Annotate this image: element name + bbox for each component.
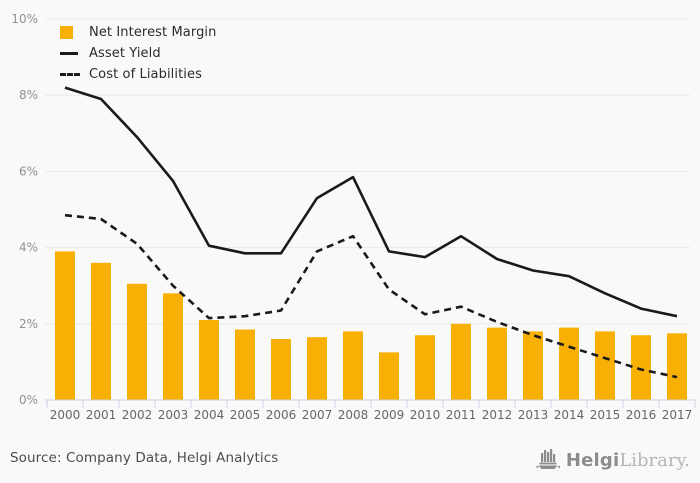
bar-2014 [559,327,579,400]
legend-label-net-interest-margin: Net Interest Margin [89,25,217,40]
y-axis-tick-label: 4% [19,241,38,255]
legend-label-asset-yield: Asset Yield [89,46,161,61]
asset-yield-line-icon [60,52,78,55]
bar-2006 [271,339,291,400]
bar-2015 [595,331,615,400]
bar-2000 [55,251,75,400]
bar-2010 [415,335,435,400]
x-axis-year-label: 2000 [50,408,81,422]
x-axis-year-label: 2017 [662,408,693,422]
bar-2013 [523,331,543,400]
bar-2001 [91,262,111,400]
x-axis-year-label: 2014 [554,408,585,422]
logo-text-helgi: Helgi [565,450,620,471]
helgi-library-logo: HelgiLibrary. [536,448,690,470]
x-axis-year-label: 2008 [338,408,369,422]
bar-2012 [487,327,507,400]
bar-2005 [235,329,255,400]
bar-2017 [667,333,687,400]
bar-2016 [631,335,651,400]
x-axis-year-label: 2009 [374,408,405,422]
bar-2007 [307,337,327,400]
x-axis-year-label: 2005 [230,408,261,422]
bar-2011 [451,323,471,400]
legend-marker-box [60,26,80,39]
x-axis-year-label: 2006 [266,408,297,422]
helgi-logo-boat-chart-icon [536,449,560,469]
x-axis-year-label: 2004 [194,408,225,422]
x-axis-year-label: 2012 [482,408,513,422]
x-axis-year-label: 2001 [86,408,117,422]
bar-2004 [199,319,219,400]
x-axis-year-label: 2002 [122,408,153,422]
y-axis-tick-label: 2% [19,317,38,331]
bar-2003 [163,293,183,400]
x-axis-year-label: 2013 [518,408,549,422]
legend-item-asset-yield: Asset Yield [60,45,216,62]
x-axis-year-label: 2016 [626,408,657,422]
legend-item-net-interest-margin: Net Interest Margin [60,24,216,41]
chart-legend: Net Interest Margin Asset Yield Cost of … [60,24,216,83]
legend-label-cost-of-liabilities: Cost of Liabilities [89,67,202,82]
cost-of-liabilities-dashed-line-icon [60,73,80,76]
logo-text-library: Library. [619,450,690,471]
cost-of-liabilities-line [64,213,678,379]
y-axis-tick-label: 10% [11,12,38,26]
logo-wordmark: HelgiLibrary. [566,452,690,470]
legend-marker-box [60,73,80,76]
chart-svg: 0% 2% 4% 6% 8% 10% 2000 2001 2002 2003 2004 2005 200… [11,12,696,422]
legend-item-cost-of-liabilities: Cost of Liabilities [60,66,216,83]
x-axis-year-label: 2015 [590,408,621,422]
source-attribution: Source: Company Data, Helgi Analytics [10,450,279,466]
y-axis-tick-label: 0% [19,393,38,407]
bar-2002 [127,283,147,400]
x-axis-year-label: 2007 [302,408,333,422]
chart-footer: Source: Company Data, Helgi Analytics He… [0,437,700,483]
bar-2008 [343,331,363,400]
bar-2009 [379,352,399,400]
net-interest-margin-swatch-icon [60,26,73,39]
x-axis-year-label: 2010 [410,408,441,422]
y-axis-tick-label: 8% [19,88,38,102]
y-axis-tick-label: 6% [19,164,38,178]
x-axis-year-label: 2003 [158,408,189,422]
asset-yield-line [64,86,678,318]
x-axis-year-label: 2011 [446,408,477,422]
legend-marker-box [60,52,80,55]
